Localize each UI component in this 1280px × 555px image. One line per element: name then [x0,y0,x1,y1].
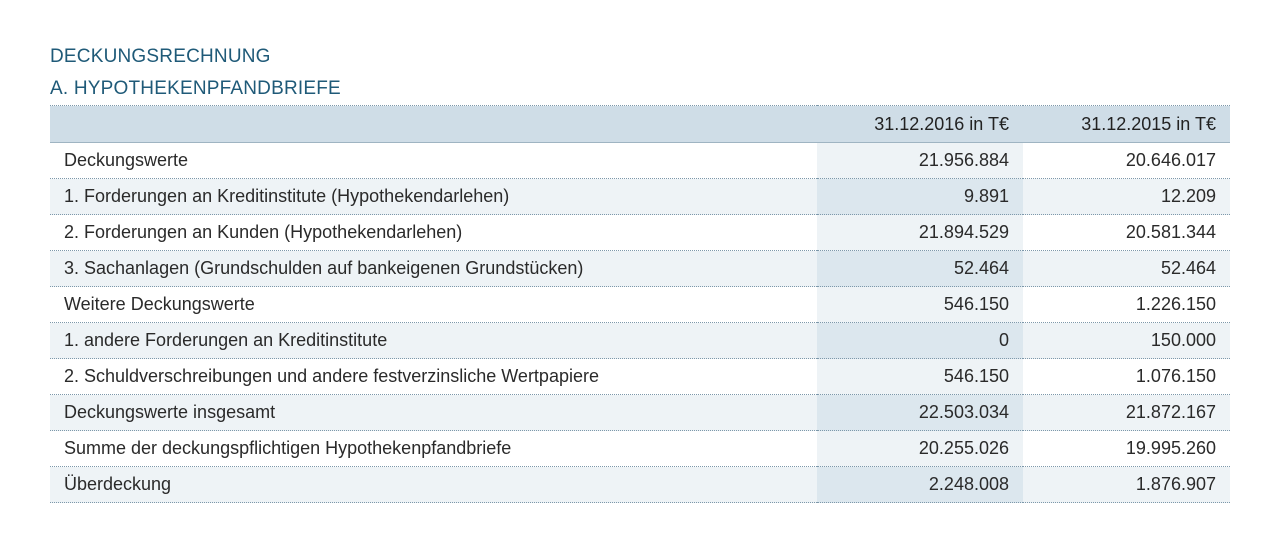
value-2015: 1.076.150 [1023,358,1230,395]
value-2016: 546.150 [817,358,1023,395]
row-label: 2. Forderungen an Kunden (Hypothekendarl… [50,214,817,251]
row-label: Deckungswerte insgesamt [50,394,817,431]
value-2016: 0 [817,322,1023,359]
value-2015: 20.646.017 [1023,142,1230,179]
value-2015: 21.872.167 [1023,394,1230,431]
table-row: 1. andere Forderungen an Kreditinstitute… [50,322,1230,359]
value-2015: 20.581.344 [1023,214,1230,251]
section-subtitle: A. HYPOTHEKENPFANDBRIEFE [50,78,341,99]
row-label: Deckungswerte [50,142,817,179]
table-row: 3. Sachanlagen (Grundschulden auf bankei… [50,250,1230,287]
table-row: Weitere Deckungswerte 546.150 1.226.150 [50,286,1230,323]
value-2016: 546.150 [817,286,1023,323]
document: DECKUNGSRECHNUNG A. HYPOTHEKENPFANDBRIEF… [50,42,1230,503]
value-2016: 52.464 [817,250,1023,287]
value-2015: 1.226.150 [1023,286,1230,323]
row-label: 3. Sachanlagen (Grundschulden auf bankei… [50,250,817,287]
header-2015: 31.12.2015 in T€ [1023,105,1230,143]
table-row: Summe der deckungspflichtigen Hypotheken… [50,430,1230,467]
table-row: Deckungswerte 21.956.884 20.646.017 [50,142,1230,179]
value-2016: 22.503.034 [817,394,1023,431]
table-row: 1. Forderungen an Kreditinstitute (Hypot… [50,178,1230,215]
value-2015: 150.000 [1023,322,1230,359]
value-2015: 1.876.907 [1023,466,1230,503]
table-header-row: 31.12.2016 in T€ 31.12.2015 in T€ [50,105,1230,143]
table-row: Überdeckung 2.248.008 1.876.907 [50,466,1230,503]
page-title: DECKUNGSRECHNUNG [50,46,271,67]
coverage-table: 31.12.2016 in T€ 31.12.2015 in T€ Deckun… [50,105,1230,503]
value-2015: 19.995.260 [1023,430,1230,467]
header-2016: 31.12.2016 in T€ [817,105,1023,143]
row-label: Summe der deckungspflichtigen Hypotheken… [50,430,817,467]
row-label: 1. Forderungen an Kreditinstitute (Hypot… [50,178,817,215]
table-row: 2. Schuldverschreibungen und andere fest… [50,358,1230,395]
row-label: 1. andere Forderungen an Kreditinstitute [50,322,817,359]
value-2016: 21.956.884 [817,142,1023,179]
row-label: Weitere Deckungswerte [50,286,817,323]
value-2015: 12.209 [1023,178,1230,215]
value-2015: 52.464 [1023,250,1230,287]
value-2016: 21.894.529 [817,214,1023,251]
table-row: Deckungswerte insgesamt 22.503.034 21.87… [50,394,1230,431]
row-label: Überdeckung [50,466,817,503]
value-2016: 2.248.008 [817,466,1023,503]
value-2016: 20.255.026 [817,430,1023,467]
header-label [50,105,817,143]
value-2016: 9.891 [817,178,1023,215]
row-label: 2. Schuldverschreibungen und andere fest… [50,358,817,395]
table-row: 2. Forderungen an Kunden (Hypothekendarl… [50,214,1230,251]
